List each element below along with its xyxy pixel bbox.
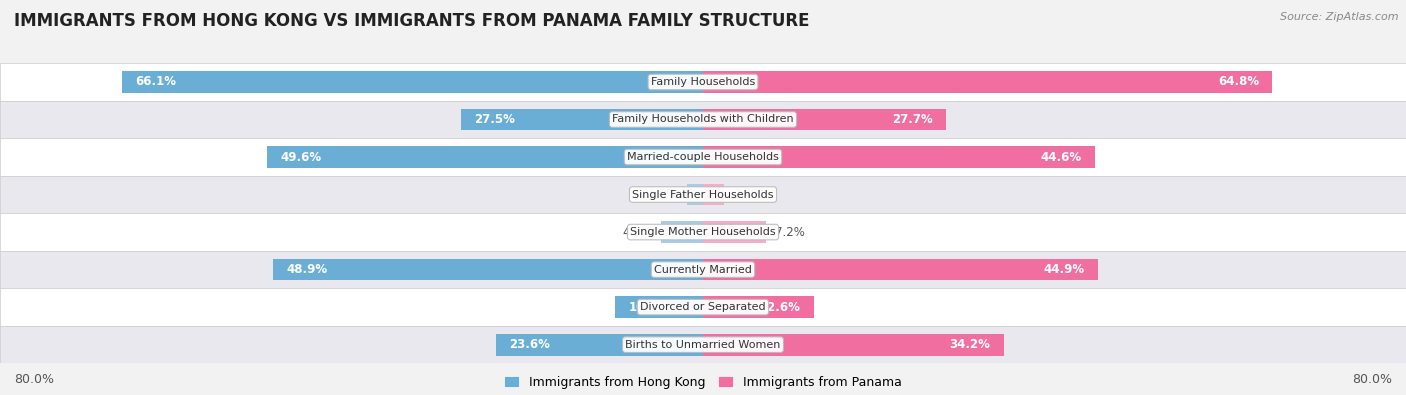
Text: Family Households: Family Households: [651, 77, 755, 87]
Bar: [703, 221, 766, 243]
Bar: [461, 109, 703, 130]
Text: 12.6%: 12.6%: [759, 301, 800, 314]
Text: Divorced or Separated: Divorced or Separated: [640, 302, 766, 312]
Text: 66.1%: 66.1%: [135, 75, 176, 88]
Bar: [0, 101, 1406, 138]
Text: 49.6%: 49.6%: [280, 150, 322, 164]
Bar: [0, 63, 1406, 101]
Text: 27.5%: 27.5%: [475, 113, 516, 126]
Bar: [616, 296, 703, 318]
Text: Family Households with Children: Family Households with Children: [612, 115, 794, 124]
Text: Currently Married: Currently Married: [654, 265, 752, 275]
Text: 48.9%: 48.9%: [287, 263, 328, 276]
Bar: [0, 213, 1406, 251]
Bar: [703, 184, 724, 205]
Text: Married-couple Households: Married-couple Households: [627, 152, 779, 162]
Text: 1.8%: 1.8%: [648, 188, 678, 201]
Bar: [703, 259, 1098, 280]
Bar: [688, 184, 703, 205]
Bar: [0, 138, 1406, 176]
Text: 80.0%: 80.0%: [14, 373, 53, 386]
Bar: [703, 146, 1095, 168]
Text: 23.6%: 23.6%: [509, 338, 550, 351]
Bar: [122, 71, 703, 93]
Text: 80.0%: 80.0%: [1353, 373, 1392, 386]
Text: 4.8%: 4.8%: [623, 226, 652, 239]
Text: 7.2%: 7.2%: [775, 226, 804, 239]
Text: 44.6%: 44.6%: [1040, 150, 1081, 164]
Text: Single Mother Households: Single Mother Households: [630, 227, 776, 237]
Bar: [661, 221, 703, 243]
Text: 27.7%: 27.7%: [893, 113, 934, 126]
Bar: [0, 326, 1406, 363]
Bar: [0, 288, 1406, 326]
Bar: [703, 71, 1272, 93]
Bar: [703, 109, 946, 130]
Bar: [703, 334, 1004, 356]
Text: Births to Unmarried Women: Births to Unmarried Women: [626, 340, 780, 350]
Text: Single Father Households: Single Father Households: [633, 190, 773, 199]
Bar: [273, 259, 703, 280]
Text: IMMIGRANTS FROM HONG KONG VS IMMIGRANTS FROM PANAMA FAMILY STRUCTURE: IMMIGRANTS FROM HONG KONG VS IMMIGRANTS …: [14, 12, 810, 30]
Bar: [0, 176, 1406, 213]
Bar: [267, 146, 703, 168]
Text: 64.8%: 64.8%: [1218, 75, 1260, 88]
Bar: [703, 296, 814, 318]
Bar: [0, 251, 1406, 288]
Text: 44.9%: 44.9%: [1043, 263, 1084, 276]
Legend: Immigrants from Hong Kong, Immigrants from Panama: Immigrants from Hong Kong, Immigrants fr…: [505, 376, 901, 389]
Text: 2.4%: 2.4%: [733, 188, 762, 201]
Bar: [496, 334, 703, 356]
Text: Source: ZipAtlas.com: Source: ZipAtlas.com: [1281, 12, 1399, 22]
Text: 34.2%: 34.2%: [949, 338, 990, 351]
Text: 10.0%: 10.0%: [628, 301, 669, 314]
